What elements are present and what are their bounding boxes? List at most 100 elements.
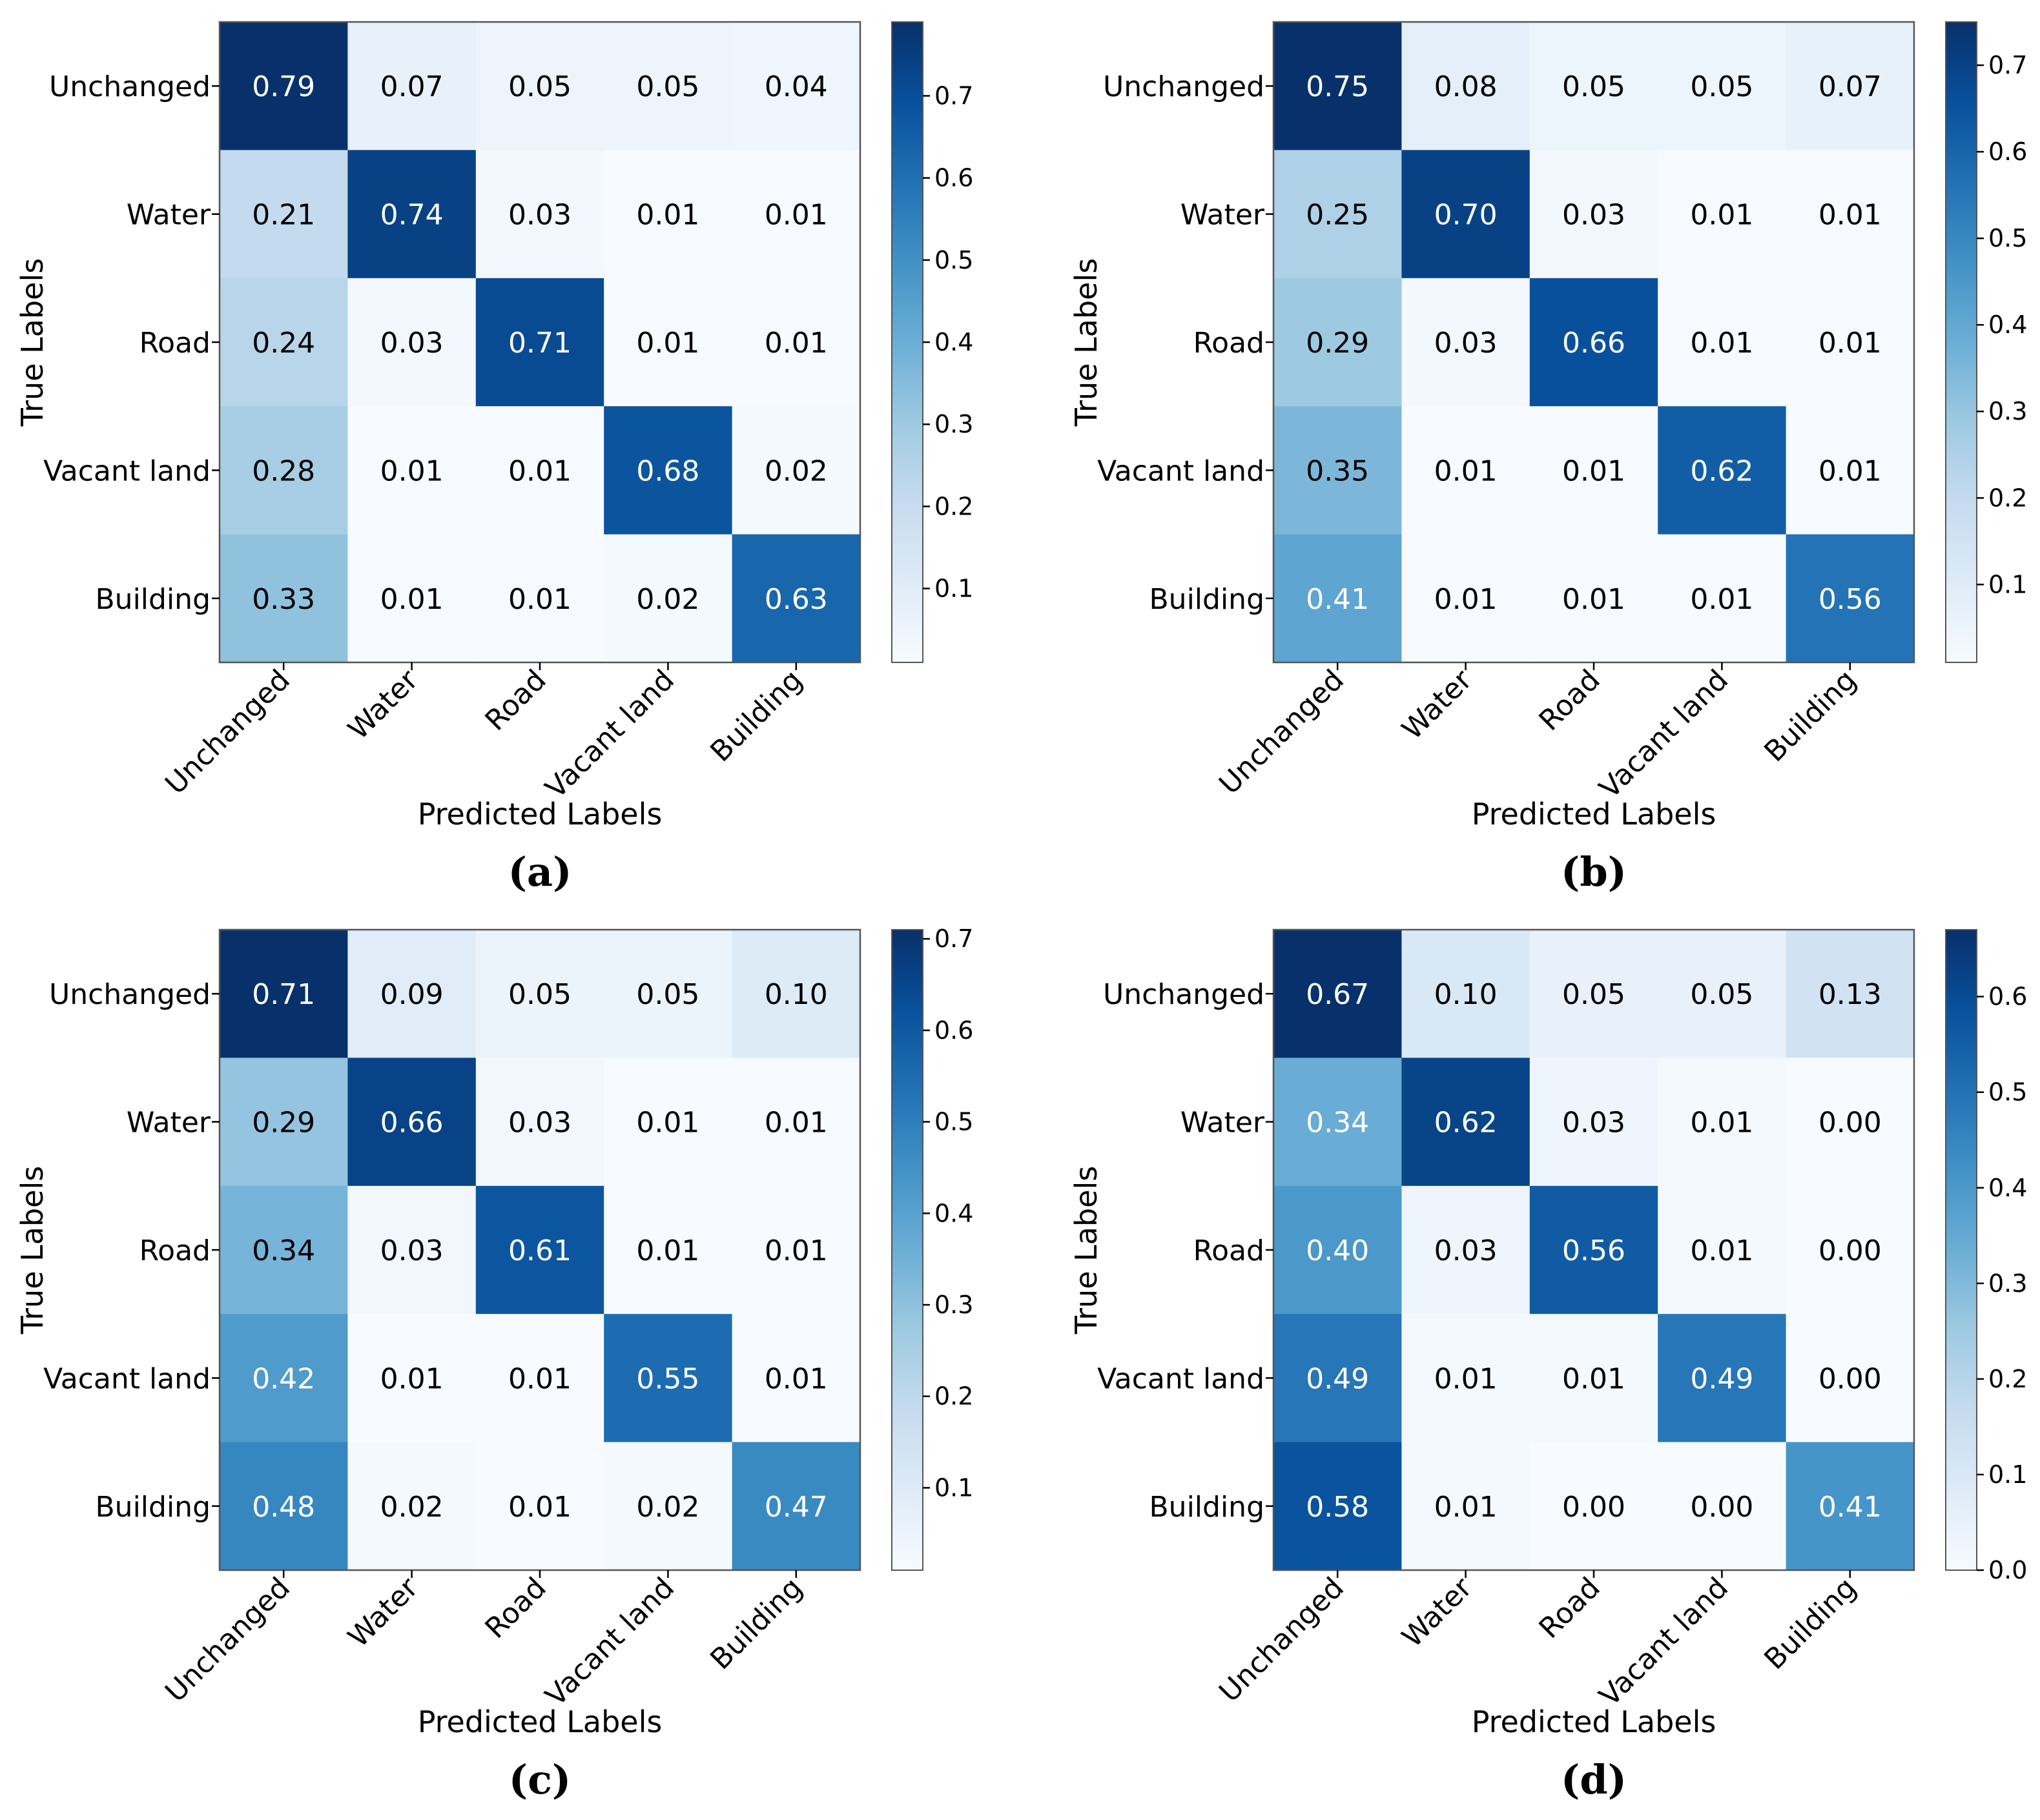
heatmap-cell (347, 1314, 477, 1443)
heatmap-cell (475, 534, 604, 663)
x-tick-label: Road (479, 1571, 553, 1645)
heatmap-cell (347, 406, 477, 535)
heatmap-cell (1273, 1058, 1402, 1187)
cell-value-label: 0.01 (1434, 1362, 1498, 1395)
cell-value-label: 0.01 (508, 1362, 572, 1395)
cell-value-label: 0.74 (380, 199, 444, 232)
heatmap-cell (1529, 278, 1658, 407)
y-tick-label: Water (127, 199, 211, 232)
heatmap-cell (1401, 930, 1530, 1058)
heatmap-cell (475, 22, 604, 150)
cell-value-label: 0.02 (636, 1491, 699, 1524)
x-tick-label: Building (704, 1571, 809, 1676)
cell-value-label: 0.40 (1306, 1234, 1369, 1267)
cell-value-label: 0.02 (636, 583, 699, 616)
cell-value-label: 0.05 (1690, 978, 1753, 1011)
cell-value-label: 0.07 (380, 70, 444, 103)
cell-value-label: 0.00 (1818, 1234, 1882, 1267)
y-tick-label: Building (1149, 583, 1265, 616)
cell-value-label: 0.01 (380, 1362, 444, 1395)
cell-value-label: 0.49 (1690, 1362, 1753, 1395)
y-axis-title: True Labels (15, 1166, 50, 1334)
cell-value-label: 0.01 (636, 1234, 699, 1267)
heatmap-cell (1658, 278, 1787, 407)
x-tick-label: Vacant land (539, 1571, 681, 1713)
cell-value-label: 0.03 (380, 327, 444, 360)
y-tick-label: Road (1193, 327, 1264, 360)
x-tick-label: Road (479, 664, 553, 737)
heatmap-cell (1529, 406, 1658, 535)
cell-value-label: 0.03 (508, 1107, 572, 1140)
cell-value-label: 0.24 (252, 327, 315, 360)
cell-value-label: 0.25 (1306, 199, 1369, 232)
heatmap-cell (1658, 930, 1787, 1058)
cell-value-label: 0.01 (380, 455, 444, 487)
cell-value-label: 0.62 (1690, 455, 1753, 487)
heatmap-cell (1658, 406, 1787, 535)
cell-value-label: 0.01 (1690, 199, 1753, 232)
x-tick-label: Water (342, 663, 425, 746)
cell-value-label: 0.35 (1306, 455, 1369, 487)
heatmap-cell (732, 930, 861, 1058)
heatmap-cell (220, 22, 348, 150)
x-tick-label: Water (1396, 663, 1479, 746)
y-tick-label: Unchanged (1103, 70, 1264, 103)
x-tick-label: Vacant land (539, 664, 681, 805)
heatmap-cell (1529, 1058, 1658, 1187)
cell-value-label: 0.03 (1562, 1107, 1625, 1140)
cell-value-label: 0.05 (1562, 70, 1625, 103)
cell-value-label: 0.55 (636, 1362, 699, 1395)
cell-value-label: 0.00 (1562, 1491, 1625, 1524)
cell-value-label: 0.56 (1818, 583, 1882, 616)
heatmap-cell (1529, 534, 1658, 663)
cell-value-label: 0.28 (252, 455, 315, 487)
cell-value-label: 0.01 (1818, 455, 1882, 487)
y-tick-label: Vacant land (1097, 455, 1264, 487)
heatmap-cell (732, 1185, 861, 1314)
cell-value-label: 0.29 (252, 1107, 315, 1140)
x-axis-title: Predicted Labels (1472, 1704, 1716, 1739)
cell-value-label: 0.01 (765, 1107, 828, 1140)
cell-value-label: 0.01 (1562, 455, 1625, 487)
heatmap-cell (347, 278, 477, 407)
heatmap-cell (1529, 1314, 1658, 1443)
heatmap-cell (475, 278, 604, 407)
cell-value-label: 0.01 (636, 199, 699, 232)
x-axis-title: Predicted Labels (418, 1704, 663, 1739)
x-tick-label: Building (1758, 664, 1862, 768)
cell-value-label: 0.01 (1818, 327, 1882, 360)
heatmap-cell (604, 150, 733, 279)
cell-value-label: 0.05 (508, 70, 572, 103)
colorbar-frame (891, 929, 923, 1571)
cell-value-label: 0.21 (252, 199, 315, 232)
heatmap-cell (220, 1442, 348, 1571)
heatmap-cell (1273, 930, 1402, 1058)
colorbar-tick-label: 0.4 (934, 328, 973, 356)
cell-value-label: 0.70 (1434, 199, 1498, 232)
heatmap-cell (475, 1185, 604, 1314)
heatmap-cell (347, 22, 477, 150)
cell-value-label: 0.47 (765, 1491, 828, 1524)
cell-value-label: 0.75 (1306, 70, 1369, 103)
cell-value-label: 0.67 (1306, 978, 1369, 1011)
cell-value-label: 0.01 (508, 1491, 572, 1524)
heatmap-cell (1658, 150, 1787, 279)
y-tick-label: Road (1193, 1234, 1264, 1267)
heatmap-cell (1529, 22, 1658, 150)
cell-value-label: 0.05 (636, 978, 699, 1011)
heatmap-cell (220, 930, 348, 1058)
colorbar-tick-label: 0.2 (934, 1382, 973, 1411)
heatmap-cell (1401, 534, 1530, 663)
y-tick-label: Building (1149, 1491, 1265, 1524)
cell-value-label: 0.03 (1434, 1234, 1498, 1267)
confusion-matrix-panel: 0.71 0.09 0.05 0.05 0.10 0.29 0.66 0.03 0.01 0.01… (15, 925, 973, 1803)
cell-value-label: 0.00 (1690, 1491, 1753, 1524)
cell-value-label: 0.66 (1562, 327, 1625, 360)
colorbar (1946, 930, 1977, 1570)
colorbar-tick-label: 0.3 (1988, 1269, 2027, 1298)
cell-value-label: 0.49 (1306, 1362, 1369, 1395)
cell-value-label: 0.01 (636, 327, 699, 360)
heatmap-cell (1786, 150, 1915, 279)
heatmap-cell (604, 1058, 733, 1187)
